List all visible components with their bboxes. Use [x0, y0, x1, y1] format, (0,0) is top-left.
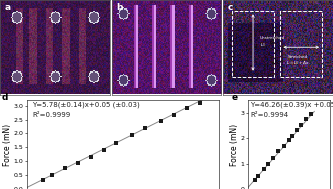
- Text: R²=0.9999: R²=0.9999: [32, 112, 71, 118]
- Point: [88, 155, 94, 158]
- Point: [63, 167, 68, 170]
- Point: [252, 178, 258, 181]
- Point: [271, 156, 276, 159]
- Point: [114, 142, 119, 145]
- Y-axis label: Force (mN): Force (mN): [3, 124, 12, 166]
- Text: e: e: [231, 93, 237, 102]
- Point: [266, 162, 271, 165]
- Point: [197, 101, 202, 105]
- Point: [276, 150, 281, 153]
- Point: [286, 138, 291, 141]
- Point: [143, 127, 148, 130]
- Point: [298, 124, 304, 127]
- Point: [255, 174, 261, 177]
- Point: [294, 129, 300, 132]
- Text: c: c: [228, 3, 233, 12]
- Point: [261, 168, 267, 171]
- Point: [40, 178, 45, 181]
- Point: [289, 134, 294, 137]
- Text: Y=46.26(±0.39)x +0.05 (±0.02): Y=46.26(±0.39)x +0.05 (±0.02): [250, 102, 333, 108]
- Text: a: a: [4, 3, 11, 12]
- Bar: [232, 11, 274, 77]
- Point: [309, 112, 314, 115]
- Text: d: d: [2, 93, 8, 102]
- Point: [50, 174, 55, 177]
- Point: [159, 120, 164, 123]
- Point: [101, 148, 106, 151]
- Point: [171, 114, 177, 117]
- Y-axis label: Force (mN): Force (mN): [230, 124, 239, 166]
- Point: [184, 107, 190, 110]
- Point: [303, 117, 309, 120]
- Text: Y=5.78(±0.14)x+0.05 (±0.03): Y=5.78(±0.14)x+0.05 (±0.03): [32, 102, 140, 108]
- Point: [281, 144, 286, 147]
- Point: [75, 161, 81, 164]
- Text: R²=0.9994: R²=0.9994: [250, 112, 288, 118]
- Text: Stretched
$L=L_0+\Delta x$: Stretched $L=L_0+\Delta x$: [286, 55, 310, 67]
- Text: Unstretched
$L_0$: Unstretched $L_0$: [260, 36, 285, 49]
- Point: [130, 133, 135, 136]
- Bar: [280, 11, 322, 77]
- Text: b: b: [116, 3, 123, 12]
